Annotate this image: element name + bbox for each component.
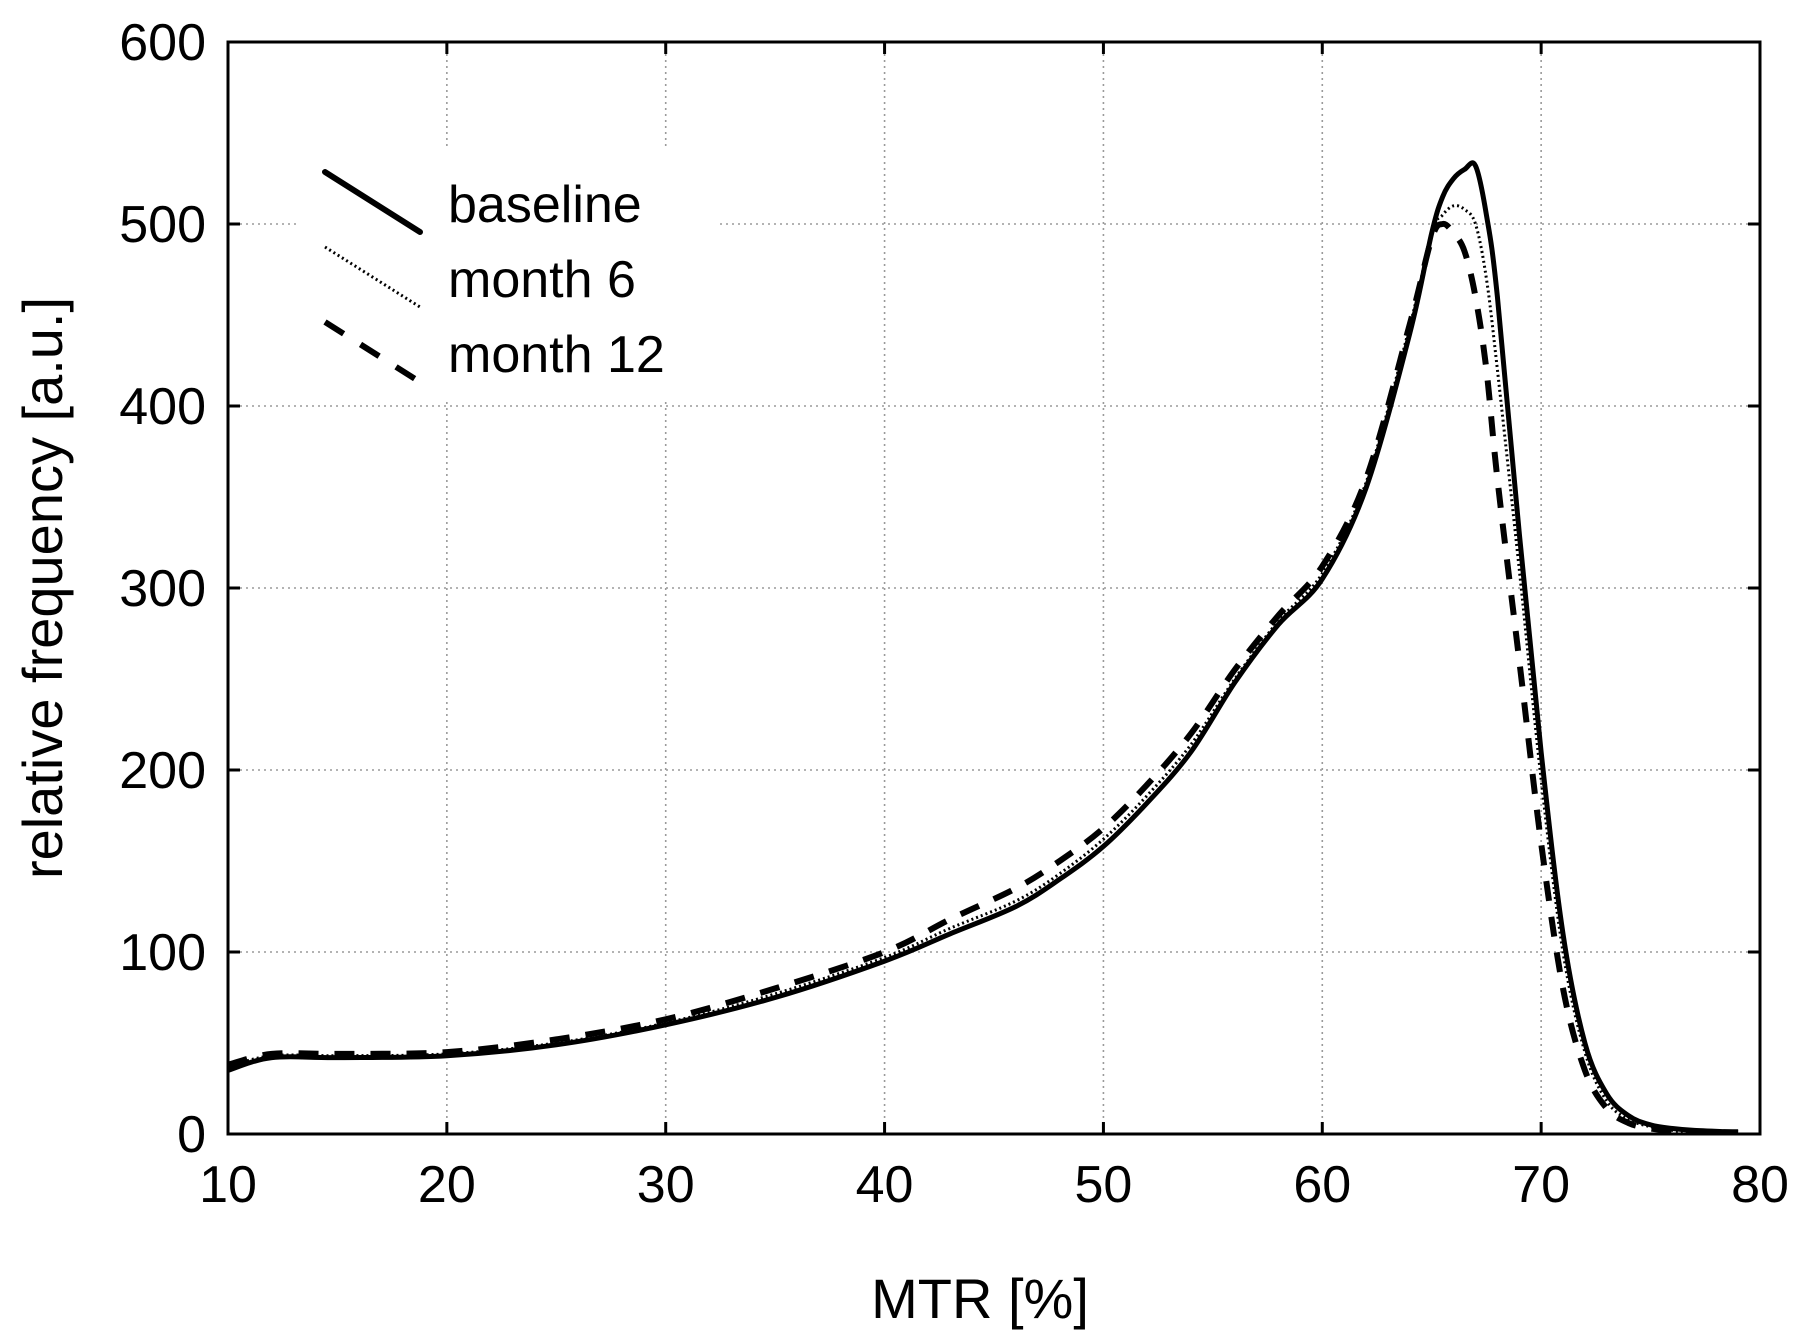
series-layer [227,160,1739,1136]
y-tick-label: 400 [119,378,206,436]
legend-swatch-baseline [322,169,423,235]
legend-swatch-month-12 [323,319,422,385]
series-line-month-6 [227,204,1739,1134]
y-axis-title: relative frequency [a.u.] [11,297,74,879]
x-tick-label: 40 [856,1156,914,1214]
legend-label-month-12: month 12 [448,326,665,384]
x-tick-label: 60 [1293,1156,1351,1214]
legend-swatch-month-6 [324,245,421,309]
x-tick-labels: 10 20 30 40 50 60 70 80 [199,1156,1789,1214]
y-tick-label: 0 [177,1106,206,1164]
x-tick-label: 30 [637,1156,695,1214]
y-tick-labels: 0 100 200 300 400 500 600 [119,14,206,1164]
y-tick-label: 300 [119,560,206,618]
x-tick-label: 50 [1075,1156,1133,1214]
x-tick-label: 70 [1512,1156,1570,1214]
y-tick-label: 500 [119,196,206,254]
legend: baseline month 6 month 12 [300,150,720,400]
legend-label-month-6: month 6 [448,251,636,309]
legend-label-baseline: baseline [448,176,642,234]
x-axis-title: MTR [%] [871,1267,1089,1330]
x-tick-label: 10 [199,1156,257,1214]
y-tick-label: 600 [119,14,206,72]
series-line-month-12 [227,220,1739,1136]
tick-layer [226,40,1762,1136]
y-tick-label: 100 [119,924,206,982]
x-tick-label: 80 [1731,1156,1789,1214]
y-tick-label: 200 [119,742,206,800]
x-tick-label: 20 [418,1156,476,1214]
legend-background [300,150,720,400]
